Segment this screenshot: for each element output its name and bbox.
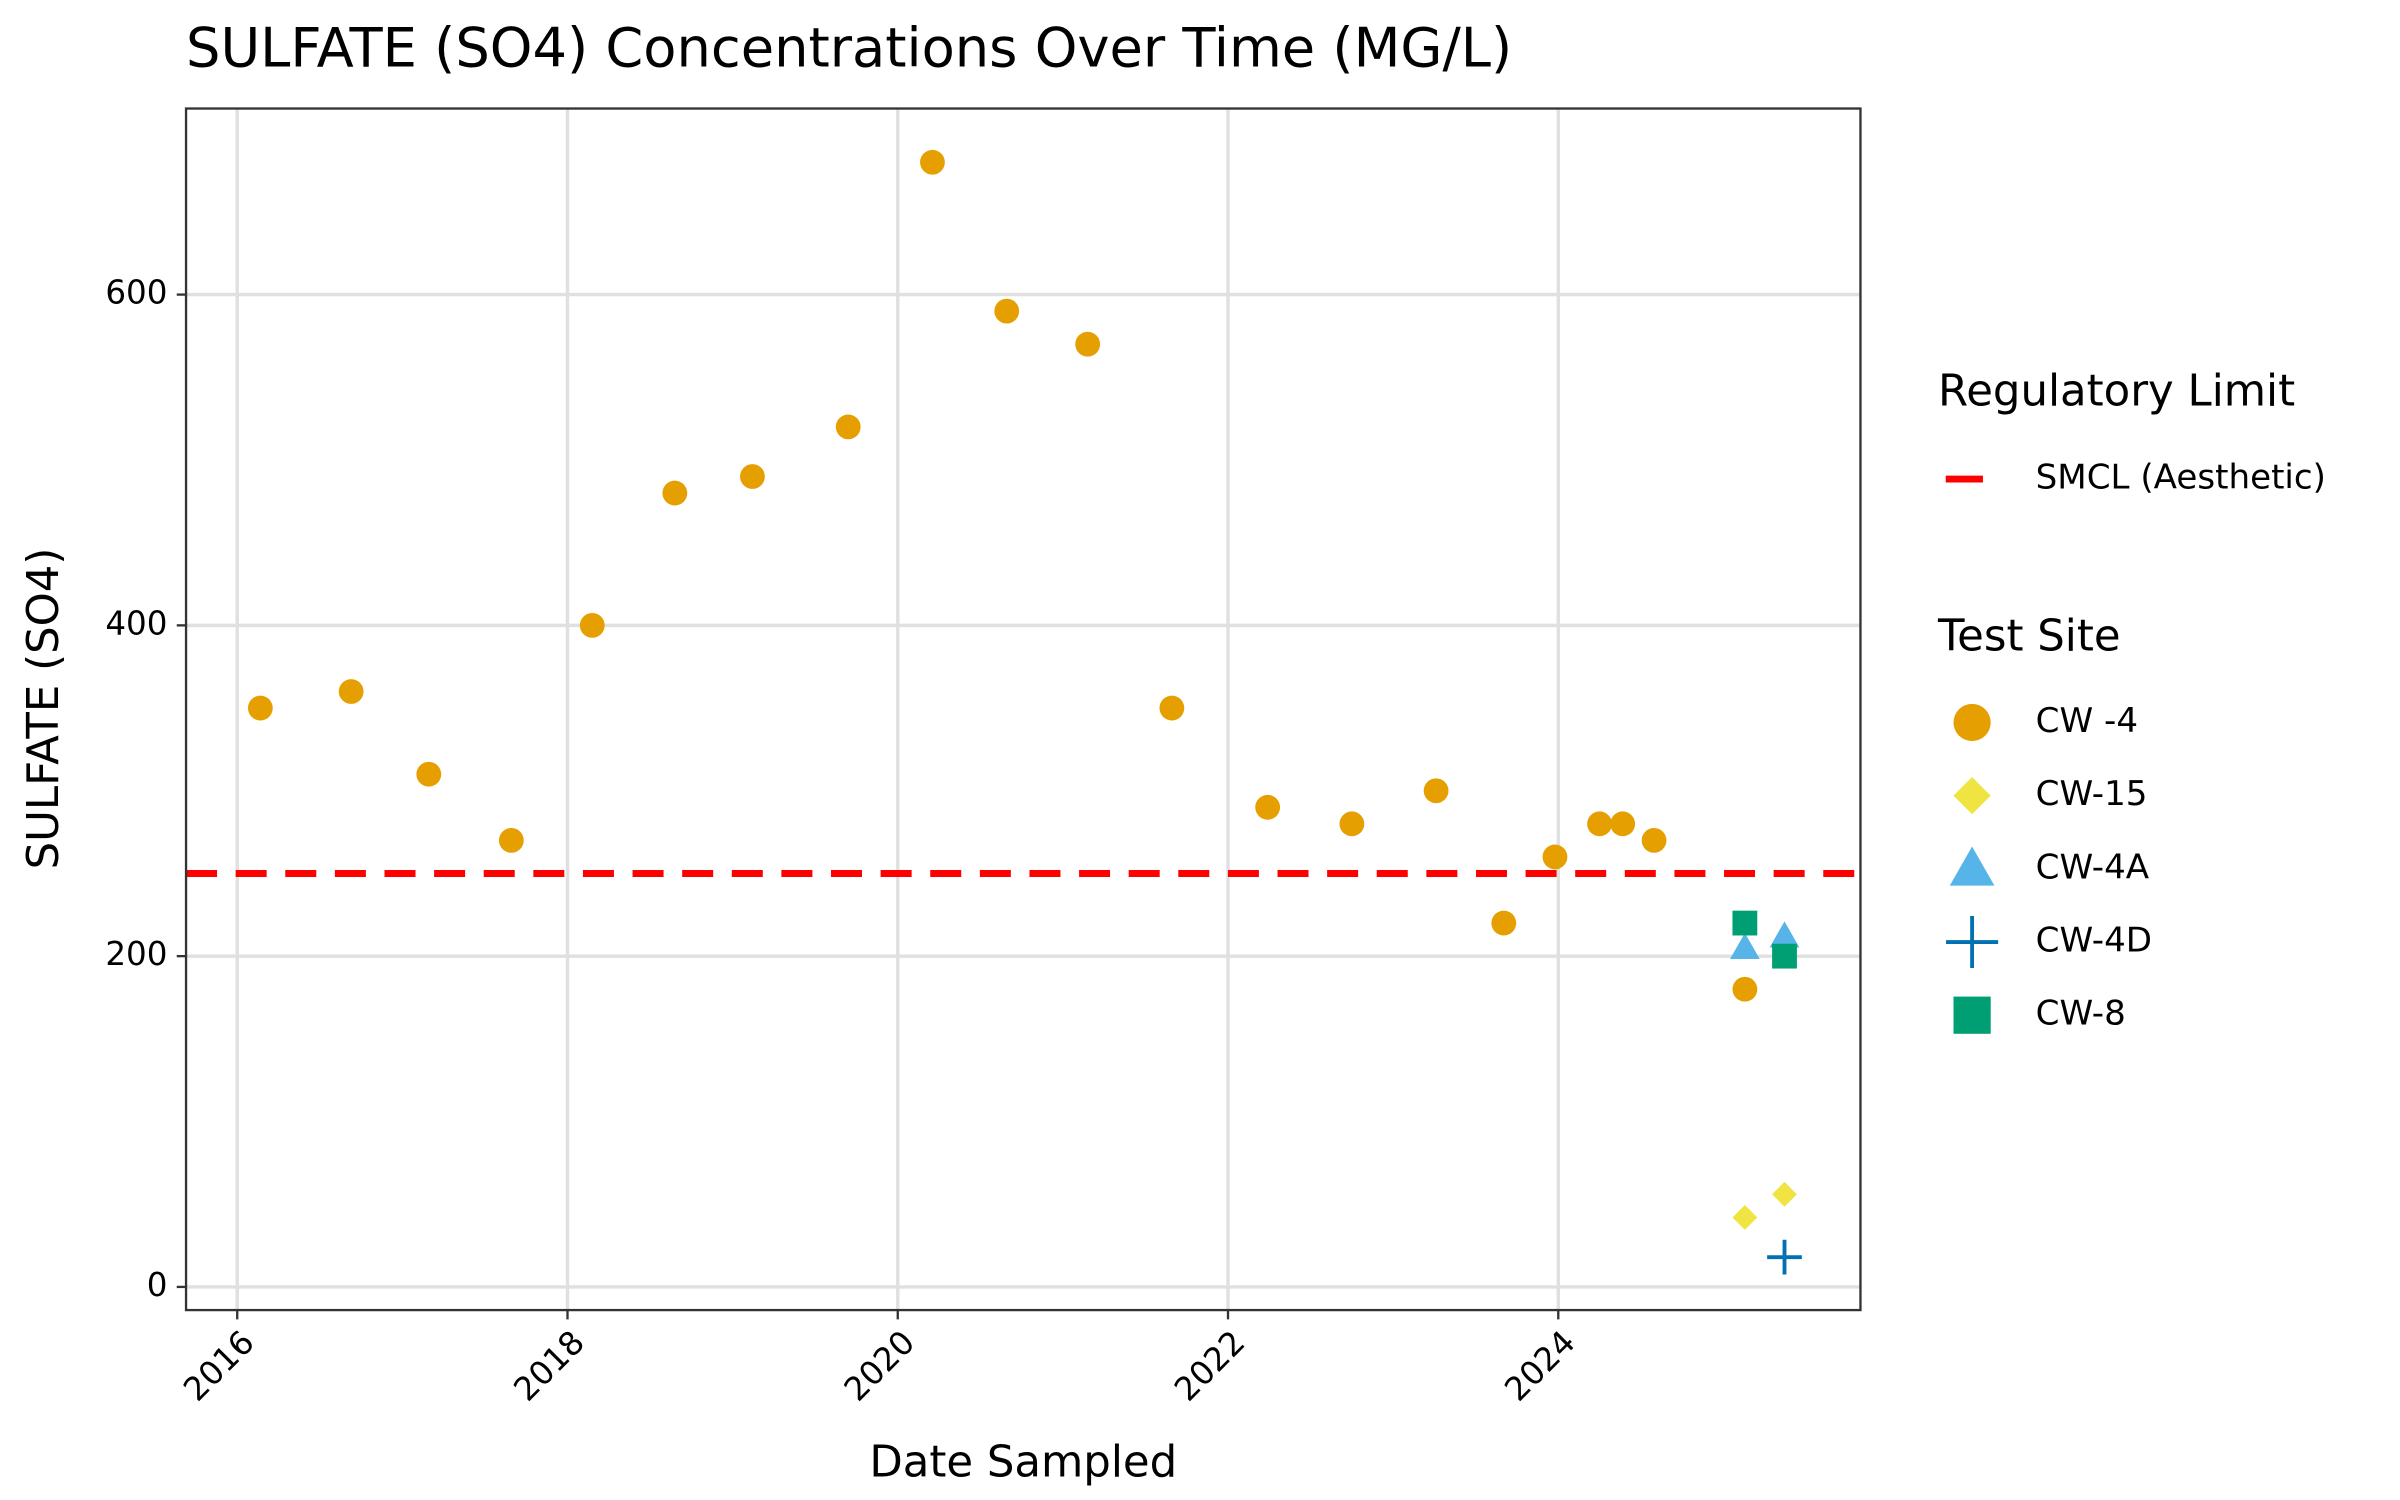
y-tick-label: 600 bbox=[105, 274, 167, 312]
legend-key bbox=[1949, 846, 1995, 886]
point bbox=[338, 679, 364, 704]
point bbox=[1772, 943, 1797, 969]
point bbox=[579, 612, 605, 638]
point bbox=[1641, 827, 1667, 853]
legend-label: CW-4D bbox=[2036, 921, 2152, 961]
x-axis-title: Date Sampled bbox=[869, 1438, 1177, 1488]
point bbox=[1542, 844, 1568, 870]
legend-label: CW -4 bbox=[2036, 701, 2138, 741]
legend-key bbox=[1953, 996, 1991, 1034]
point bbox=[1729, 932, 1760, 960]
legend-label: SMCL (Aesthetic) bbox=[2036, 458, 2326, 498]
point bbox=[1767, 1239, 1802, 1275]
legend-title: Test Site bbox=[1937, 611, 2121, 661]
plot-border bbox=[184, 107, 1862, 1312]
point bbox=[1769, 921, 1800, 948]
legend-key bbox=[1953, 703, 1991, 742]
legend-label: CW-4A bbox=[2036, 847, 2150, 887]
point bbox=[662, 480, 688, 506]
point bbox=[1491, 910, 1517, 936]
point bbox=[835, 414, 861, 440]
y-axis-title: SULFATE (SO4) bbox=[19, 548, 69, 870]
legend-label: CW-8 bbox=[2036, 994, 2126, 1034]
point bbox=[498, 827, 524, 853]
point bbox=[1732, 910, 1758, 936]
point bbox=[1159, 695, 1185, 721]
point bbox=[1772, 1181, 1797, 1207]
point bbox=[1255, 794, 1281, 820]
point bbox=[920, 149, 945, 175]
y-tick-label: 200 bbox=[105, 935, 167, 973]
y-tick-label: 0 bbox=[147, 1266, 168, 1304]
point bbox=[1339, 811, 1365, 837]
y-tick-label: 400 bbox=[105, 604, 167, 642]
legend-title: Regulatory Limit bbox=[1938, 366, 2295, 416]
point bbox=[1587, 811, 1612, 837]
legend-key bbox=[1946, 915, 1999, 969]
point bbox=[1732, 1205, 1758, 1230]
point bbox=[247, 695, 273, 721]
point bbox=[416, 761, 442, 787]
point bbox=[740, 464, 765, 489]
point bbox=[1423, 778, 1449, 804]
point bbox=[1075, 331, 1101, 357]
legend-label: CW-15 bbox=[2036, 774, 2148, 814]
point bbox=[994, 298, 1020, 324]
chart-title: SULFATE (SO4) Concentrations Over Time (… bbox=[186, 16, 1512, 79]
point bbox=[1610, 811, 1636, 837]
point bbox=[1732, 976, 1758, 1002]
